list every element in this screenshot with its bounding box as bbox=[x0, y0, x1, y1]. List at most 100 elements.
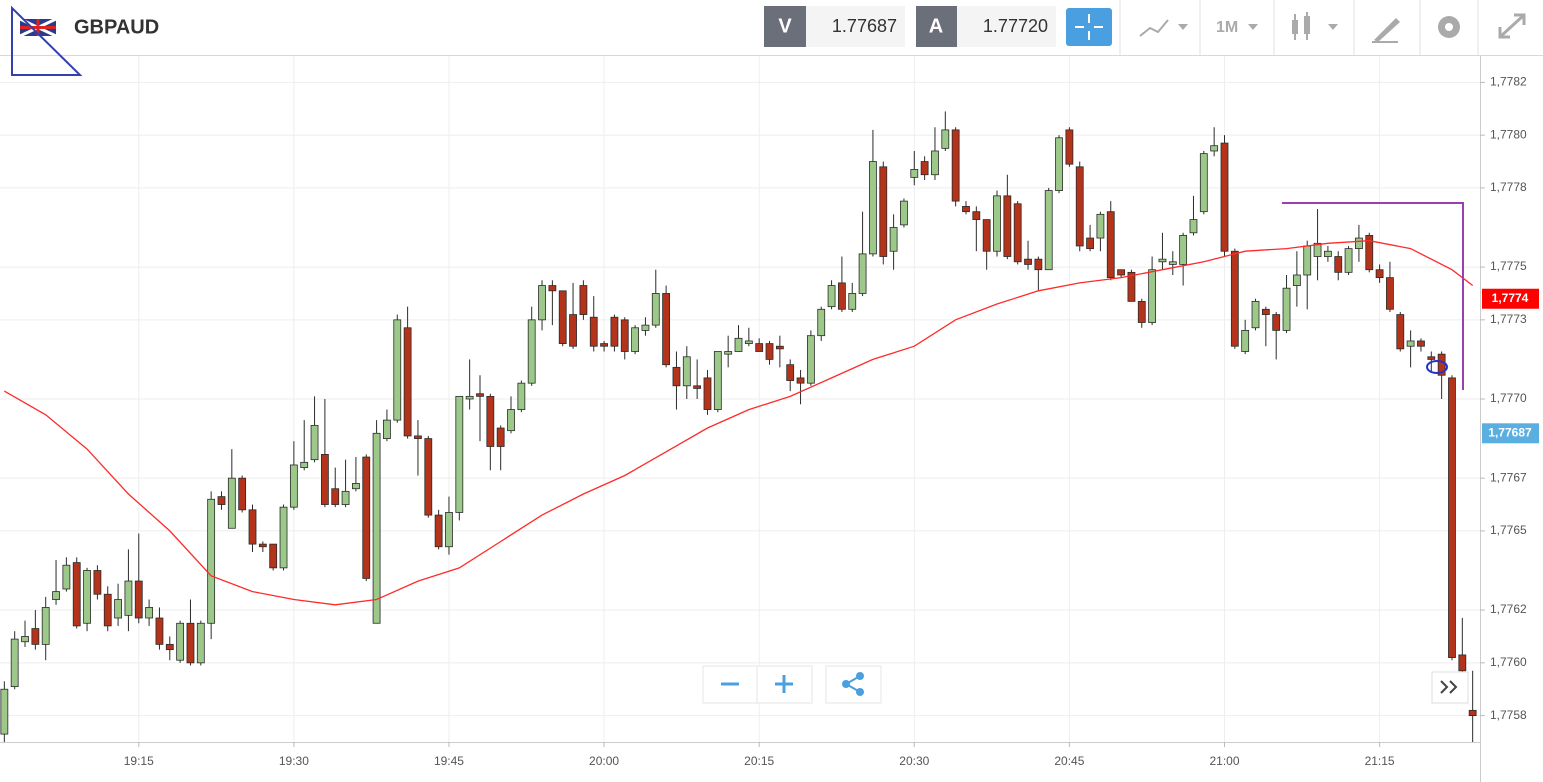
candle-body bbox=[662, 293, 671, 366]
candle-body bbox=[114, 599, 122, 619]
fullscreen-button[interactable] bbox=[1498, 13, 1526, 39]
x-tick-label: 21:00 bbox=[1209, 754, 1239, 768]
candle-body bbox=[52, 591, 60, 600]
candle-body bbox=[724, 351, 733, 355]
candle-body bbox=[227, 477, 236, 529]
candle-body bbox=[806, 335, 815, 384]
candle-body bbox=[145, 607, 154, 619]
symbol: GBPAUD bbox=[74, 16, 159, 38]
candle-body bbox=[620, 319, 629, 352]
candle-body bbox=[1034, 258, 1043, 271]
candle-body bbox=[786, 364, 795, 381]
candle-body bbox=[703, 377, 712, 410]
candle-body bbox=[196, 622, 205, 664]
candle-body bbox=[889, 227, 898, 252]
candle-body bbox=[1024, 258, 1032, 265]
y-tick-label: 1,7758 bbox=[1490, 708, 1527, 722]
timeframe-button[interactable]: 1M bbox=[1216, 19, 1258, 36]
candle-body bbox=[1334, 256, 1343, 273]
x-tick-label: 20:00 bbox=[589, 754, 619, 768]
y-tick-label: 1,7760 bbox=[1490, 655, 1527, 669]
candle-body bbox=[258, 543, 267, 548]
candle-body bbox=[1272, 314, 1281, 331]
candle-body bbox=[300, 461, 309, 469]
candle-style-button[interactable] bbox=[1292, 12, 1338, 40]
candle-body bbox=[920, 161, 929, 176]
chart-type-button[interactable] bbox=[1139, 19, 1188, 37]
candle-body bbox=[1303, 245, 1312, 276]
y-tick-label: 1,7775 bbox=[1490, 259, 1527, 273]
candle-body bbox=[651, 293, 660, 326]
timeframe: 1M bbox=[1216, 19, 1238, 36]
price-marker bbox=[1482, 423, 1539, 444]
candle-body bbox=[765, 343, 774, 360]
candle-body bbox=[238, 477, 247, 511]
candle-body bbox=[1075, 166, 1084, 247]
candle-body bbox=[1406, 340, 1415, 347]
candle-body bbox=[879, 166, 888, 257]
candle-body bbox=[424, 438, 433, 516]
candle-body bbox=[1365, 235, 1374, 271]
candle-body bbox=[848, 293, 857, 310]
price-marker bbox=[1482, 288, 1539, 309]
candle-body bbox=[41, 607, 50, 645]
crosshair-button[interactable] bbox=[1066, 8, 1112, 46]
candle-body bbox=[1158, 258, 1167, 263]
candle-body bbox=[62, 564, 71, 590]
zoom-in-button[interactable] bbox=[756, 665, 813, 704]
candle-body bbox=[1086, 237, 1094, 250]
candle-body bbox=[176, 622, 185, 661]
candle-body bbox=[1323, 250, 1332, 257]
moving-average bbox=[3, 240, 1474, 606]
price-marker-label: 1,77687 bbox=[1488, 425, 1532, 439]
candle-body bbox=[1044, 190, 1053, 271]
candle-body bbox=[527, 319, 536, 384]
candle-body bbox=[1210, 145, 1219, 152]
candle-body bbox=[248, 509, 257, 545]
y-tick-label: 1,7767 bbox=[1490, 470, 1527, 484]
candle-body bbox=[103, 593, 112, 627]
candle-body bbox=[445, 512, 453, 548]
candle-body bbox=[569, 314, 577, 347]
candle-body bbox=[372, 432, 381, 624]
candle-body bbox=[383, 419, 391, 439]
candle-body bbox=[1189, 219, 1198, 234]
candle-body bbox=[486, 395, 495, 447]
candle-body bbox=[279, 506, 288, 569]
candle-body bbox=[755, 343, 764, 352]
candle-body bbox=[838, 282, 846, 310]
candle-body bbox=[1220, 142, 1229, 252]
x-tick-label: 20:30 bbox=[899, 754, 929, 768]
scroll-end-button[interactable] bbox=[1431, 671, 1469, 704]
candle-body bbox=[641, 324, 650, 331]
candle-body bbox=[744, 340, 753, 344]
bid-value: 1.77687 bbox=[832, 16, 897, 36]
candle-body bbox=[734, 337, 743, 352]
candle-body bbox=[1013, 203, 1022, 263]
candle-body bbox=[434, 514, 443, 548]
candle-body bbox=[993, 195, 1001, 252]
candle-body bbox=[548, 285, 557, 292]
candle-body bbox=[496, 427, 505, 447]
candle-body bbox=[1427, 356, 1436, 360]
bid-badge[interactable] bbox=[764, 6, 806, 47]
drawing-button[interactable] bbox=[1372, 18, 1400, 43]
y-tick-label: 1,7782 bbox=[1490, 75, 1527, 89]
candle-body bbox=[1179, 235, 1188, 265]
price-marker-label: 1,7774 bbox=[1492, 291, 1529, 305]
ask-badge[interactable] bbox=[916, 6, 957, 47]
share-button[interactable] bbox=[825, 665, 882, 704]
candle-body bbox=[414, 435, 422, 439]
drawing-ellipse bbox=[1426, 360, 1448, 374]
candle-body bbox=[962, 205, 970, 213]
ask-box bbox=[957, 6, 1056, 47]
candle-body bbox=[713, 351, 722, 410]
y-tick-label: 1,7762 bbox=[1490, 602, 1527, 616]
candle-body bbox=[0, 688, 9, 735]
candle-body bbox=[10, 638, 19, 687]
zoom-out-button[interactable] bbox=[702, 665, 758, 704]
candle-body bbox=[465, 395, 474, 400]
settings-button[interactable] bbox=[1438, 16, 1460, 38]
candle-body bbox=[1003, 195, 1012, 257]
candle-body bbox=[858, 253, 867, 294]
